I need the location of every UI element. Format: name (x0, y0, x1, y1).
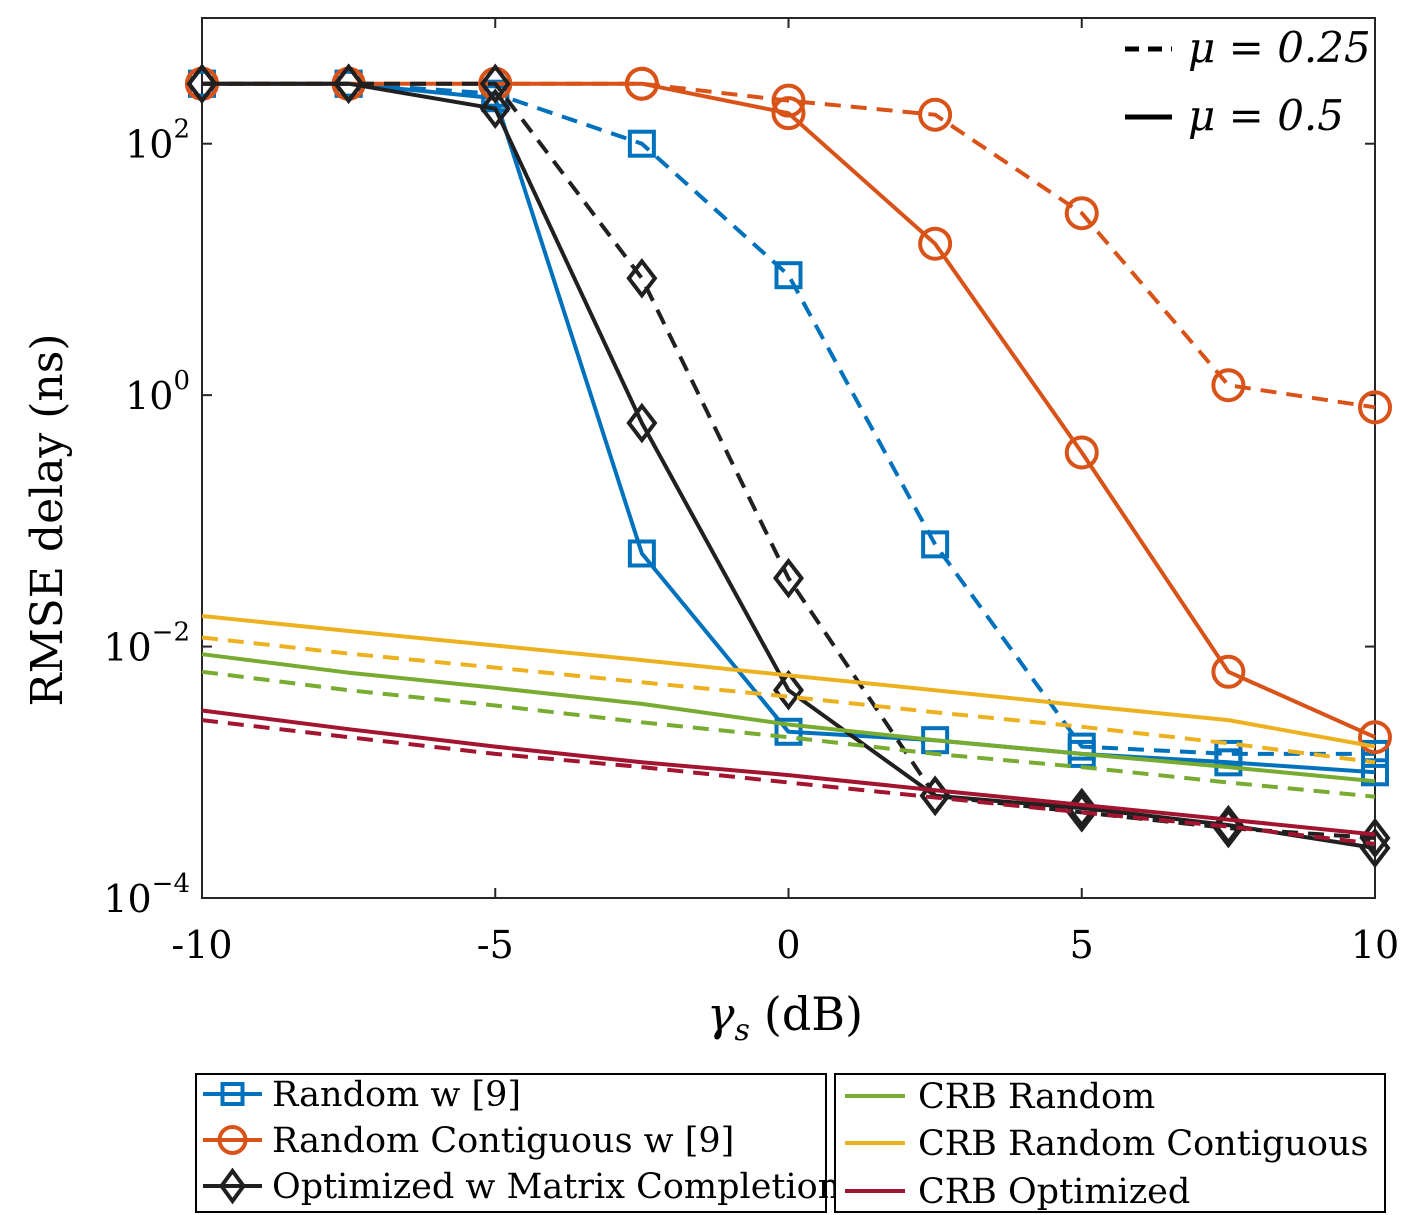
series-line-crb-optimized-mu-025 (201, 718, 1376, 846)
series-line-optimized-w-matrix-completion-mu-025 (202, 81, 1376, 840)
series-crb-random-mu-05 (201, 652, 1376, 784)
legend-label-crb-random: CRB Random (918, 1077, 1155, 1117)
data-point-random-w-9-mu-025 (774, 261, 803, 290)
series-crb-optimized-mu-025 (201, 718, 1376, 846)
tick-labels-layer: -10 -5 0 5 10 10−4 10−2 100 102 (103, 115, 1399, 967)
series-crb-random-mu-025 (201, 669, 1376, 799)
legend-right-items (845, 1094, 905, 1193)
series-line-crb-random-mu-025 (201, 669, 1376, 799)
style-legend-solid-label: μ = 0.5 (1188, 91, 1344, 140)
legend-label-random-contiguous: Random Contiguous w [9] (272, 1121, 734, 1161)
x-axis-label-unit: (dB) (764, 987, 863, 1041)
series-random-contiguous-w-9-mu-05 (185, 66, 1392, 755)
series-crb-random-contiguous-mu-05 (201, 614, 1376, 749)
legend-box-left-frame (195, 1073, 827, 1213)
y-tick-label: 10−2 (103, 618, 190, 670)
legend-marker-random-w-9 (220, 1082, 245, 1106)
data-point-random-contiguous-w-9-mu-025 (1211, 368, 1246, 403)
data-point-optimized-w-matrix-completion-mu-05 (479, 88, 511, 129)
series-line-crb-random-mu-05 (201, 652, 1376, 784)
y-axis-label: RMSE delay (ns) (22, 333, 73, 706)
data-point-optimized-w-matrix-completion-mu-025 (772, 557, 805, 599)
legend-label-crb-optimized: CRB Optimized (918, 1172, 1190, 1212)
x-tick-label: 10 (1351, 923, 1399, 967)
series-line-random-w-9-mu-025 (202, 81, 1375, 756)
legend-label-random: Random w [9] (272, 1075, 521, 1115)
legend-label-optimized: Optimized w Matrix Completion (272, 1167, 840, 1207)
data-point-random-contiguous-w-9-mu-05 (1211, 654, 1246, 689)
series-line-crb-optimized-mu-05 (201, 708, 1376, 837)
data-point-optimized-w-matrix-completion-mu-05 (626, 402, 658, 444)
series-optimized-w-matrix-completion-mu-025 (186, 63, 1391, 859)
x-tick-label: -5 (477, 923, 514, 967)
data-point-optimized-w-matrix-completion-mu-025 (333, 63, 365, 105)
style-legend-dashed-label: μ = 0.25 (1188, 23, 1371, 72)
data-point-random-contiguous-w-9-mu-05 (771, 96, 806, 131)
x-tick-label: 5 (1070, 923, 1094, 967)
legend-box-left: Random w [9] Random Contiguous w [9] Opt… (195, 1073, 840, 1213)
series-line-optimized-w-matrix-completion-mu-05 (202, 81, 1376, 850)
series-crb-optimized-mu-05 (201, 708, 1376, 837)
data-point-optimized-w-matrix-completion-mu-025 (479, 63, 511, 105)
legend-left-items (203, 1082, 262, 1205)
series-line-random-contiguous-w-9-mu-05 (202, 81, 1376, 740)
x-axis-label-subscript: s (734, 1013, 749, 1048)
data-point-random-contiguous-w-9-mu-025 (1064, 196, 1099, 231)
data-point-random-contiguous-w-9-mu-025 (918, 97, 953, 132)
style-legend: μ = 0.25 μ = 0.5 (1125, 23, 1371, 140)
axes-frame-layer (201, 17, 1376, 899)
series-line-crb-random-contiguous-mu-05 (201, 614, 1376, 749)
legend-marker-optimized-w-matrix-completion (219, 1167, 246, 1205)
legend-marker-random-contiguous-w-9 (217, 1125, 248, 1155)
legend-box-right-frame (834, 1073, 1386, 1213)
data-point-random-w-9-mu-025 (921, 530, 950, 559)
data-point-random-w-9-mu-05 (774, 717, 803, 746)
y-tick-label: 102 (125, 115, 190, 167)
data-point-random-contiguous-w-9-mu-025 (771, 83, 806, 118)
data-point-random-w-9-mu-05 (627, 539, 656, 568)
data-point-random-w-9-mu-025 (1067, 732, 1096, 761)
data-point-optimized-w-matrix-completion-mu-025 (186, 63, 218, 105)
data-point-random-contiguous-w-9-mu-025 (1358, 390, 1392, 425)
series-crb-random-contiguous-mu-025 (201, 635, 1376, 765)
data-point-random-contiguous-w-9-mu-025 (624, 66, 659, 101)
y-tick-label: 10−4 (103, 869, 190, 921)
series-line-random-w-9-mu-05 (202, 81, 1376, 775)
data-point-random-w-9-mu-025 (627, 129, 656, 158)
data-point-random-w-9-mu-025 (1361, 739, 1389, 768)
legend-label-crb-random-contiguous: CRB Random Contiguous (918, 1124, 1369, 1164)
x-axis-label-symbol: γ (707, 987, 735, 1041)
data-point-random-contiguous-w-9-mu-05 (1064, 435, 1099, 470)
series-random-w-9-mu-025 (188, 69, 1389, 768)
legend-box-right: CRB Random CRB Random Contiguous CRB Opt… (834, 1073, 1386, 1213)
series-line-crb-random-contiguous-mu-025 (201, 635, 1376, 765)
data-point-optimized-w-matrix-completion-mu-05 (772, 669, 805, 711)
x-axis-label: γs (dB) (707, 987, 863, 1048)
data-point-random-contiguous-w-9-mu-05 (918, 226, 953, 261)
data-point-random-contiguous-w-9-mu-05 (1358, 720, 1392, 755)
series-layer (185, 63, 1392, 869)
data-point-optimized-w-matrix-completion-mu-025 (626, 258, 658, 299)
x-tick-label: -10 (171, 923, 232, 967)
x-tick-label: 0 (776, 923, 800, 967)
y-tick-label: 100 (125, 366, 190, 418)
